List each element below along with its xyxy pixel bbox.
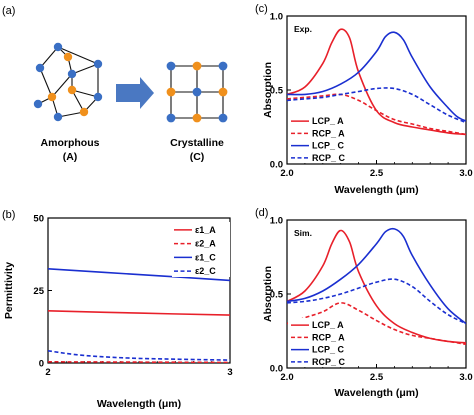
atom-orange — [218, 87, 228, 97]
series-line-0 — [48, 310, 230, 316]
legend-box — [288, 114, 352, 163]
atom-blue — [93, 92, 103, 102]
x-tick-label: 2 — [45, 367, 50, 378]
y-tick-label: 1.0 — [270, 12, 283, 23]
chart-absorption-experiment: 2.0 2.5 3.0 0.0 0.5 1.0 Wavelength (μm) Absorpt… — [262, 12, 473, 197]
legend-entry: RCP_ A — [312, 332, 345, 342]
legend-entry: ε2_C — [195, 266, 216, 276]
atom-blue — [53, 42, 63, 52]
bond-line — [57, 46, 99, 65]
atom-blue — [218, 61, 228, 71]
legend-entry: ε2_A — [195, 239, 216, 249]
series-line-0 — [287, 229, 466, 344]
series-line-3 — [48, 350, 230, 361]
transition-arrow-icon — [116, 77, 154, 109]
y-tick-label: 0.5 — [270, 86, 284, 97]
series-line-2 — [287, 31, 466, 122]
series-line-1 — [48, 361, 230, 363]
atom-orange — [192, 113, 202, 123]
bond-line — [39, 46, 59, 69]
bond-line — [39, 67, 53, 98]
y-tick-label: 25 — [33, 286, 44, 297]
x-axis-title: Wavelength (μm) — [334, 387, 418, 399]
crystalline-lattice — [166, 61, 228, 123]
x-tick-label: 2.5 — [370, 372, 384, 383]
x-axis-title: Wavelength (μm) — [334, 184, 418, 196]
y-tick-label: 0.0 — [270, 160, 283, 171]
series-line-1 — [287, 302, 466, 346]
chart-note: Sim. — [294, 228, 312, 238]
x-tick-label: 2.0 — [280, 168, 293, 179]
amorphous-sub-label: (A) — [63, 151, 78, 163]
bond-line — [71, 63, 99, 75]
y-tick-label: 0 — [39, 359, 44, 370]
atom-blue — [166, 113, 176, 123]
series-line-2 — [48, 268, 230, 282]
x-axis-title: Wavelength (μm) — [97, 398, 181, 410]
legend-entry: ε1_C — [195, 252, 216, 262]
x-tick-label: 2.0 — [280, 372, 293, 383]
y-axis-title: Absorption — [262, 266, 274, 322]
legend-entry: LCP_ C — [312, 345, 345, 355]
panel-label-c: (c) — [255, 3, 268, 15]
legend-entry: LCP_ A — [312, 320, 344, 330]
atom-blue — [33, 99, 43, 109]
y-tick-label: 0.5 — [270, 290, 284, 301]
legend-entry: LCP_ C — [312, 141, 345, 151]
y-tick-label: 0.0 — [270, 364, 283, 375]
atom-orange — [192, 61, 202, 71]
atom-orange — [67, 85, 77, 95]
x-tick-label: 3.0 — [459, 168, 472, 179]
x-tick-label: 3 — [227, 367, 232, 378]
legend-entry: RCP_ A — [312, 128, 345, 138]
atom-blue — [218, 113, 228, 123]
panel-label-d: (d) — [255, 207, 268, 219]
chart-permittivity: 2 3 0 25 50 Wavelength (μm) Permittivity ε1_A ε2… — [3, 214, 233, 411]
chart-absorption-simulation: 2.0 2.5 3.0 0.0 0.5 1.0 Wavelength (μm) Absorpt… — [262, 216, 473, 400]
series-line-3 — [287, 278, 466, 325]
atom-blue — [192, 87, 202, 97]
bond-line — [71, 89, 99, 98]
amorphous-label: Amorphous — [41, 137, 100, 149]
chart-note: Exp. — [294, 24, 312, 34]
amorphous-network — [33, 42, 103, 122]
legend-entry: RCP_ C — [312, 153, 346, 163]
atom-orange — [63, 52, 73, 62]
series-line-1 — [287, 93, 466, 136]
structure-diagram: Amorphous (A) Crystalline (C) — [33, 42, 228, 163]
atom-blue — [53, 112, 63, 122]
y-axis-title: Permittivity — [3, 262, 15, 319]
atom-orange — [166, 87, 176, 97]
crystalline-sub-label: (C) — [190, 151, 205, 163]
atom-blue — [166, 61, 176, 71]
atom-orange — [79, 107, 89, 117]
legend-entry: ε1_A — [195, 225, 216, 235]
y-tick-label: 1.0 — [270, 216, 283, 227]
x-tick-label: 3.0 — [459, 372, 472, 383]
atom-blue — [93, 59, 103, 69]
bond-line — [51, 73, 73, 98]
panel-label-a: (a) — [2, 5, 15, 17]
legend-entry: LCP_ A — [312, 116, 344, 126]
atom-blue — [67, 69, 77, 79]
crystalline-label: Crystalline — [170, 137, 224, 149]
atom-blue — [35, 63, 45, 73]
legend-box — [288, 318, 352, 367]
panel-label-b: (b) — [2, 209, 15, 221]
y-tick-label: 50 — [33, 214, 44, 225]
legend-entry: RCP_ C — [312, 357, 346, 367]
series-line-2 — [287, 227, 466, 325]
x-tick-label: 2.5 — [370, 168, 384, 179]
atom-orange — [47, 92, 57, 102]
bond-line — [57, 111, 85, 118]
legend-box — [172, 222, 230, 277]
y-axis-title: Absorption — [262, 62, 274, 118]
